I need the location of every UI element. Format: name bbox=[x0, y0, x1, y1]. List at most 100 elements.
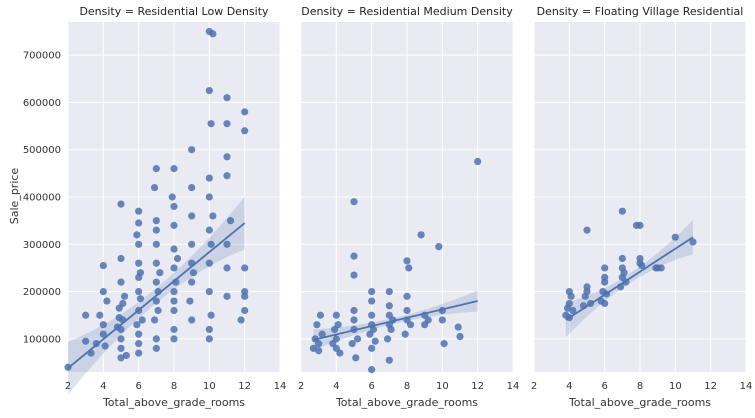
data-point bbox=[636, 221, 644, 229]
data-point bbox=[205, 287, 213, 296]
data-point bbox=[406, 321, 415, 329]
data-point bbox=[350, 271, 358, 279]
x-axis-label: Total_above_grade_rooms bbox=[102, 396, 245, 409]
data-point bbox=[152, 344, 160, 352]
y-tick-label: 700000 bbox=[23, 51, 61, 62]
data-point bbox=[168, 193, 176, 201]
data-point bbox=[189, 269, 198, 277]
data-point bbox=[405, 264, 413, 272]
data-point bbox=[154, 306, 162, 315]
data-point bbox=[119, 299, 127, 308]
data-point bbox=[368, 311, 376, 319]
data-point bbox=[188, 212, 196, 220]
panel-title: Density = Residential Low Density bbox=[79, 5, 269, 18]
regression-line bbox=[67, 222, 246, 369]
data-point bbox=[170, 221, 178, 229]
data-point bbox=[350, 198, 358, 206]
data-point bbox=[188, 240, 196, 248]
data-point bbox=[401, 330, 409, 338]
data-point bbox=[241, 306, 249, 315]
data-point bbox=[368, 297, 376, 305]
x-tick-label: 2 bbox=[298, 381, 304, 392]
data-point bbox=[583, 226, 591, 234]
data-point bbox=[170, 335, 178, 343]
regression-line bbox=[313, 300, 478, 341]
data-point bbox=[115, 314, 123, 322]
data-point bbox=[403, 292, 411, 300]
data-point bbox=[223, 264, 231, 272]
data-point bbox=[170, 287, 178, 296]
data-point bbox=[601, 273, 609, 282]
data-point bbox=[209, 212, 217, 220]
data-point bbox=[152, 259, 160, 267]
data-point bbox=[565, 287, 573, 296]
x-tick-label: 4 bbox=[566, 381, 572, 392]
data-point bbox=[223, 94, 231, 102]
data-point bbox=[350, 306, 358, 315]
data-point bbox=[387, 325, 395, 334]
data-point bbox=[565, 299, 573, 308]
x-tick-label: 8 bbox=[171, 381, 177, 392]
data-point bbox=[440, 340, 448, 348]
data-point bbox=[223, 153, 231, 161]
data-point bbox=[316, 311, 325, 319]
data-point bbox=[136, 295, 145, 303]
data-point bbox=[205, 86, 213, 95]
data-point bbox=[99, 287, 107, 296]
data-point bbox=[138, 316, 146, 324]
x-tick-label: 6 bbox=[368, 381, 374, 392]
data-point bbox=[223, 120, 231, 128]
x-tick-label: 10 bbox=[669, 381, 682, 392]
data-point bbox=[223, 172, 231, 180]
data-point bbox=[101, 342, 109, 350]
data-point bbox=[205, 174, 213, 182]
data-point bbox=[135, 330, 143, 338]
data-point bbox=[96, 311, 104, 319]
y-tick-label: 500000 bbox=[23, 145, 61, 156]
data-point bbox=[438, 316, 446, 324]
data-point bbox=[671, 233, 679, 241]
data-point bbox=[223, 292, 231, 300]
x-tick-label: 4 bbox=[333, 381, 339, 392]
x-tick-label: 14 bbox=[507, 381, 520, 392]
data-point bbox=[188, 183, 196, 192]
data-point bbox=[368, 344, 376, 352]
data-point bbox=[82, 337, 90, 345]
data-point bbox=[170, 306, 178, 315]
data-point bbox=[186, 297, 194, 305]
data-point bbox=[173, 254, 182, 263]
data-point bbox=[383, 335, 392, 343]
x-tick-label: 14 bbox=[274, 381, 287, 392]
data-point bbox=[474, 157, 482, 166]
data-point bbox=[117, 335, 125, 343]
data-point bbox=[315, 347, 323, 355]
data-point bbox=[369, 325, 378, 334]
data-point bbox=[241, 108, 249, 116]
x-tick-label: 2 bbox=[531, 381, 537, 392]
data-point bbox=[618, 207, 626, 215]
data-point bbox=[313, 321, 321, 329]
data-point bbox=[135, 287, 143, 296]
data-point bbox=[117, 200, 125, 208]
data-point bbox=[170, 245, 178, 253]
data-point bbox=[117, 344, 125, 352]
data-point bbox=[150, 183, 159, 192]
data-point bbox=[601, 264, 609, 272]
data-point bbox=[334, 321, 342, 329]
data-point bbox=[332, 311, 340, 319]
data-point bbox=[152, 217, 160, 225]
data-point bbox=[350, 316, 358, 324]
data-point bbox=[689, 238, 697, 246]
data-point bbox=[205, 193, 213, 201]
data-point bbox=[241, 127, 249, 135]
data-point bbox=[188, 146, 196, 154]
data-point bbox=[156, 269, 164, 277]
data-point bbox=[82, 311, 90, 319]
y-axis-label: Sale_price bbox=[8, 168, 21, 225]
data-point bbox=[188, 278, 196, 286]
data-point bbox=[368, 287, 376, 296]
y-tick-label: 100000 bbox=[23, 334, 61, 345]
data-point bbox=[135, 259, 143, 267]
data-point bbox=[152, 226, 160, 234]
y-tick-label: 600000 bbox=[23, 98, 61, 109]
